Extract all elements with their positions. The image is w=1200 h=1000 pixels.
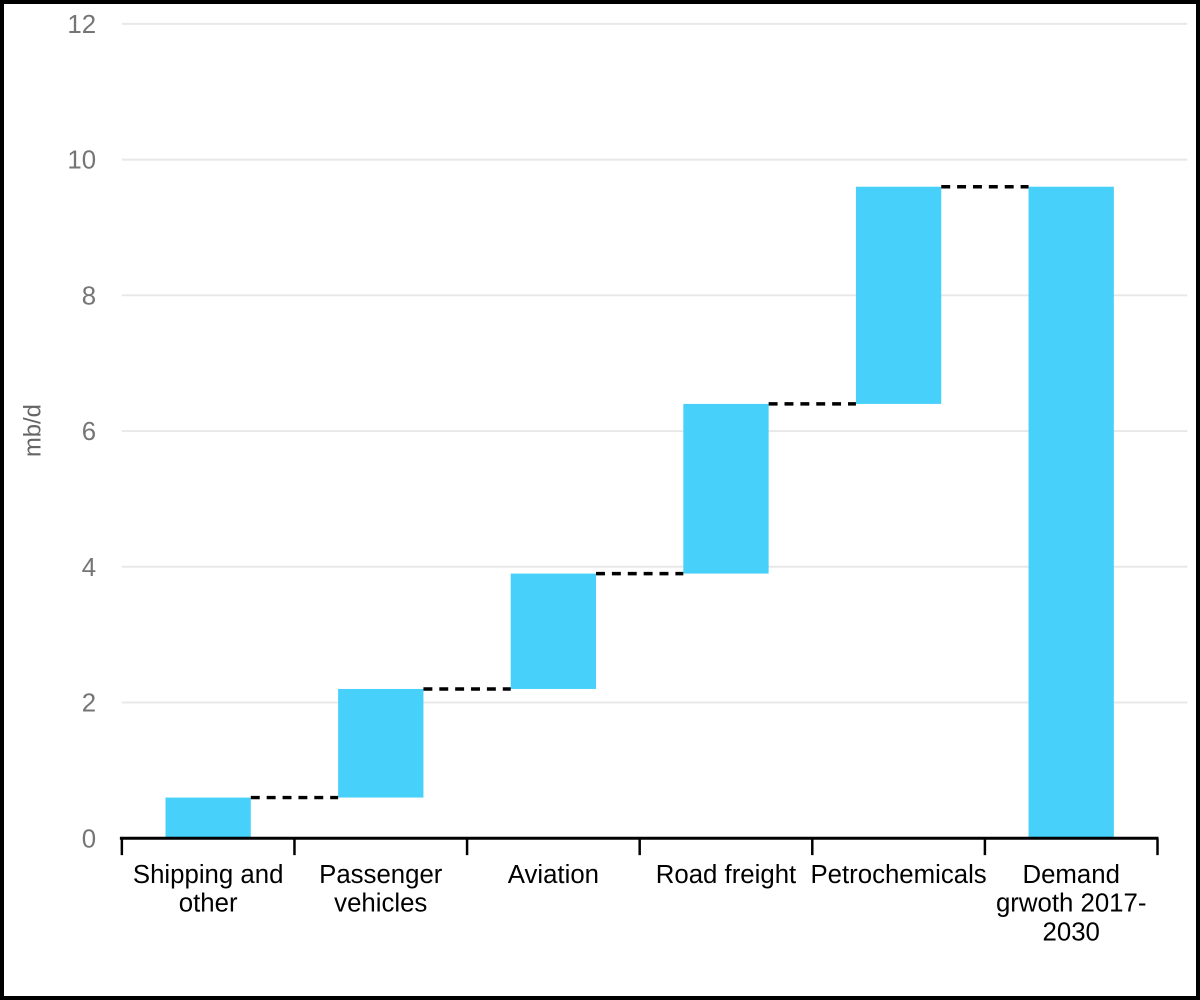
- y-tick-label-6: 6: [82, 418, 96, 446]
- x-category-label-passenger-vehicles: Passenger vehicles: [319, 861, 443, 918]
- y-tick-label-0: 0: [82, 825, 96, 853]
- y-tick-label-4: 4: [82, 554, 96, 582]
- waterfall-chart: 0 2 4 6 8 10 12 mb/d Shipping and other Passenger v…: [20, 11, 1188, 947]
- x-category-label-petrochemicals: Petrochemicals: [810, 861, 986, 889]
- bar-passenger-vehicles: [338, 688, 424, 798]
- x-category-label-shipping-and-other: Shipping and other: [133, 861, 284, 918]
- y-tick-label-8: 8: [82, 282, 96, 310]
- y-tick-label-2: 2: [82, 690, 96, 718]
- bar-petrochemicals: [855, 186, 942, 404]
- x-category-label-demand-grwoth-2017-2030: Demand grwoth 2017-2030: [996, 861, 1146, 947]
- bar-road-freight: [683, 403, 769, 574]
- bar-aviation: [510, 573, 597, 689]
- y-tick-label-12: 12: [67, 11, 96, 39]
- x-category-label-road-freight: Road freight: [656, 861, 796, 889]
- y-axis-title: mb/d: [20, 404, 47, 457]
- y-tick-label-10: 10: [67, 147, 96, 175]
- x-category-label-aviation: Aviation: [508, 861, 599, 889]
- bar-demand-grwoth-2017-2030: [1028, 186, 1114, 839]
- bar-shipping-and-other: [165, 797, 251, 839]
